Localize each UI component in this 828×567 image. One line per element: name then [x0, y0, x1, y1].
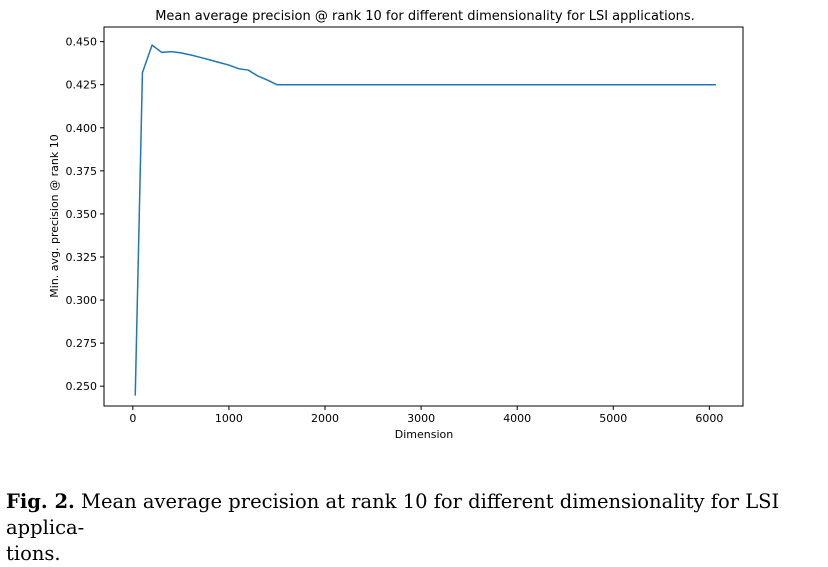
series-layer [134, 44, 716, 396]
y-tick-label: 0.425 [66, 79, 98, 92]
x-tick-label: 1000 [215, 412, 243, 425]
y-axis-label: Min. avg. precision @ rank 10 [48, 134, 61, 297]
ticks-layer: 0 1000 2000 3000 4000 5000 6000 0.250 0.275 0.300… [66, 36, 724, 425]
y-tick-label: 0.400 [66, 122, 98, 135]
caption-text-line1: Mean average precision at rank 10 for di… [6, 490, 780, 539]
x-tick-label: 3000 [407, 412, 435, 425]
x-tick-label: 5000 [599, 412, 627, 425]
x-tick-label: 4000 [503, 412, 531, 425]
chart-title: Mean average precision @ rank 10 for dif… [155, 9, 695, 24]
x-tick-label: 2000 [311, 412, 339, 425]
y-tick-label: 0.325 [66, 251, 98, 264]
y-tick-label: 0.350 [66, 208, 98, 221]
plot-frame [103, 26, 744, 407]
y-tick-label: 0.300 [66, 294, 98, 307]
line-chart: Mean average precision @ rank 10 for dif… [48, 9, 744, 441]
y-tick-label: 0.375 [66, 165, 98, 178]
x-axis-label: Dimension [395, 428, 453, 441]
caption-text-line2: tions. [6, 542, 61, 565]
x-tick-label: 6000 [695, 412, 723, 425]
y-tick-label: 0.250 [66, 380, 98, 393]
series-line [134, 44, 716, 396]
x-tick-label: 0 [129, 412, 136, 425]
y-tick-label: 0.275 [66, 337, 98, 350]
y-tick-label: 0.450 [66, 36, 98, 49]
caption-label: Fig. 2. [6, 490, 75, 513]
figure-caption: Fig. 2. Mean average precision at rank 1… [6, 489, 822, 567]
